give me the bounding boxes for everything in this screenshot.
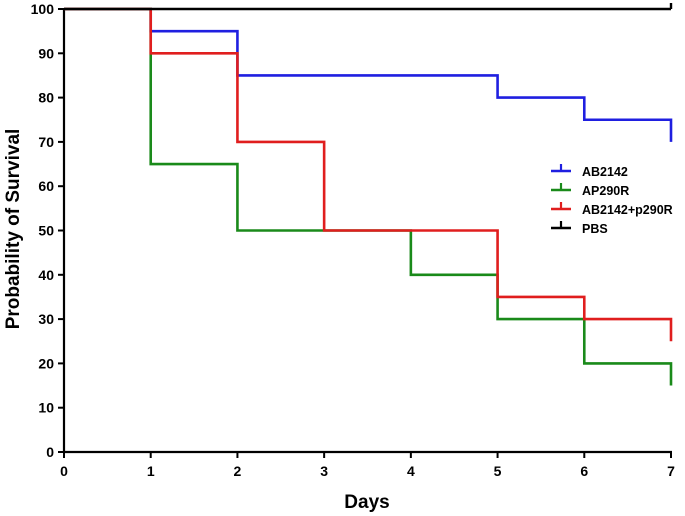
x-tick-label: 2 <box>234 463 242 479</box>
y-tick-label: 20 <box>38 355 54 371</box>
x-tick-label: 0 <box>60 463 68 479</box>
x-tick-label: 7 <box>667 463 675 479</box>
legend-item-ap290r: AP290R <box>551 183 629 198</box>
series-line-ap290r <box>64 7 673 386</box>
legend-item-ab2142-p290r: AB2142+p290R <box>551 202 673 217</box>
legend-item-ab2142: AB2142 <box>551 164 628 179</box>
legend-label: PBS <box>582 222 608 236</box>
y-tick-label: 40 <box>38 267 54 283</box>
y-tick-label: 100 <box>31 1 55 17</box>
y-tick-label: 10 <box>38 400 54 416</box>
y-tick-label: 70 <box>38 134 54 150</box>
x-tick-label: 1 <box>147 463 155 479</box>
x-tick-label: 3 <box>320 463 328 479</box>
y-tick-label: 90 <box>38 45 54 61</box>
x-tick-label: 5 <box>494 463 502 479</box>
y-tick-label: 0 <box>46 444 54 460</box>
y-tick-label: 60 <box>38 178 54 194</box>
legend-item-pbs: PBS <box>551 221 608 236</box>
series-layer <box>64 3 673 386</box>
y-tick-label: 30 <box>38 311 54 327</box>
series-line-ab2142-p290r <box>64 7 673 342</box>
chart-legend: AB2142 AP290R AB2142+p290R PBS <box>551 164 673 236</box>
legend-label: AB2142+p290R <box>582 203 673 217</box>
x-tick-label: 6 <box>580 463 588 479</box>
series-line-ab2142 <box>64 7 673 142</box>
y-tick-label: 80 <box>38 90 54 106</box>
x-tick-label: 4 <box>407 463 415 479</box>
x-axis-title: Days <box>344 492 389 513</box>
legend-label: AB2142 <box>582 165 628 179</box>
legend-label: AP290R <box>582 184 629 198</box>
y-tick-label: 50 <box>38 223 54 239</box>
y-axis-title: Probability of Survival <box>3 129 24 330</box>
